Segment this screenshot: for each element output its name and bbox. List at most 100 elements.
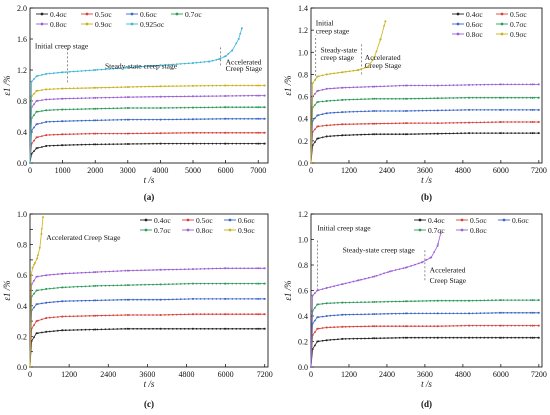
series-line	[310, 109, 539, 164]
data-point	[360, 110, 362, 113]
data-point	[356, 313, 359, 316]
data-point	[333, 72, 335, 75]
series-line	[310, 84, 539, 164]
data-point	[128, 298, 131, 301]
data-point	[136, 327, 139, 330]
data-point	[391, 110, 393, 112]
data-point	[259, 267, 261, 270]
data-point	[341, 71, 344, 74]
data-point	[414, 336, 416, 339]
data-point	[441, 299, 443, 302]
data-point	[144, 96, 146, 98]
data-point	[521, 109, 524, 111]
data-point	[506, 324, 509, 327]
data-point	[72, 87, 75, 90]
data-point	[76, 133, 79, 135]
data-point	[156, 283, 158, 286]
data-point	[152, 132, 154, 135]
data-point	[257, 297, 260, 300]
data-point	[406, 312, 409, 315]
data-point	[239, 94, 242, 97]
data-point	[348, 98, 351, 101]
data-point	[120, 67, 123, 69]
data-point	[316, 289, 319, 292]
data-point	[100, 132, 103, 135]
data-point	[398, 300, 401, 303]
data-point	[33, 78, 35, 80]
data-point	[108, 314, 111, 317]
data-point	[344, 134, 347, 137]
data-point	[227, 282, 230, 285]
data-point	[41, 110, 43, 112]
data-point	[187, 131, 190, 134]
data-point	[239, 282, 242, 285]
data-point	[243, 313, 246, 316]
data-point	[76, 70, 79, 73]
data-point	[211, 267, 214, 270]
data-point	[479, 299, 482, 302]
data-point	[68, 108, 71, 111]
legend-marker	[85, 22, 89, 26]
x-tick-label: 3600	[417, 370, 433, 379]
data-point	[356, 110, 359, 113]
data-point	[192, 131, 194, 134]
data-point	[56, 98, 59, 100]
data-point	[219, 327, 222, 330]
data-point	[475, 312, 478, 315]
data-point	[183, 62, 186, 65]
data-point	[404, 110, 407, 112]
data-point	[126, 314, 129, 316]
data-point	[441, 109, 443, 112]
data-point	[235, 313, 238, 316]
data-point	[464, 84, 466, 86]
data-point	[187, 85, 190, 87]
data-point	[187, 268, 190, 271]
data-point	[255, 282, 257, 285]
legend-marker	[456, 32, 460, 36]
data-point	[259, 117, 261, 120]
data-point	[29, 162, 31, 164]
data-point	[321, 339, 324, 342]
data-point	[311, 294, 314, 297]
data-point	[375, 110, 378, 112]
legend-entry: 0.4σc	[466, 10, 483, 19]
data-point	[219, 313, 222, 316]
data-point	[456, 299, 459, 302]
data-point	[314, 79, 316, 81]
data-point	[100, 119, 103, 122]
data-point	[333, 99, 335, 102]
data-point	[521, 299, 524, 301]
data-point	[402, 267, 405, 270]
data-point	[208, 60, 211, 63]
data-point	[192, 62, 194, 64]
data-point	[80, 119, 83, 122]
data-point	[120, 86, 123, 89]
data-point	[387, 97, 389, 100]
data-point	[104, 86, 107, 89]
data-point	[514, 83, 516, 86]
data-point	[231, 131, 234, 134]
data-point	[502, 83, 505, 86]
data-point	[61, 329, 64, 332]
data-point	[41, 135, 43, 138]
data-point	[255, 298, 257, 300]
data-point	[199, 327, 202, 330]
data-point	[375, 50, 378, 53]
data-point	[171, 106, 174, 109]
data-point	[41, 227, 43, 230]
data-point	[203, 84, 206, 87]
data-point	[321, 327, 324, 329]
data-point	[124, 284, 127, 287]
data-point	[452, 299, 455, 302]
legend-entry: 0.8σc	[470, 226, 487, 235]
x-tick-label: 2400	[379, 370, 395, 379]
data-point	[179, 327, 182, 330]
data-point	[314, 344, 316, 347]
data-point	[41, 318, 43, 321]
data-point	[48, 98, 51, 101]
data-point	[239, 313, 242, 316]
data-point	[394, 325, 397, 328]
data-point	[116, 299, 119, 301]
data-point	[263, 106, 266, 109]
data-point	[144, 85, 146, 88]
